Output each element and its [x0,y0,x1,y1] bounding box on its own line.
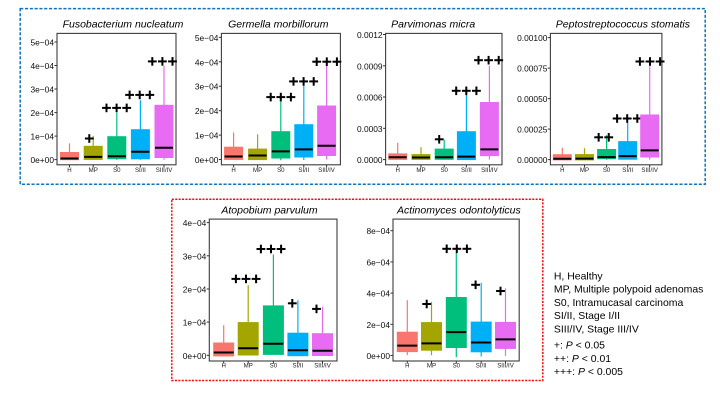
svg-text:H: H [395,167,399,174]
svg-text:SIII/IV, Stage III/IV: SIII/IV, Stage III/IV [554,325,639,336]
svg-text:4e−04: 4e−04 [30,61,54,71]
svg-text:2e−04: 2e−04 [30,108,54,118]
svg-text:SI/II: SI/II [292,363,303,370]
svg-text:Actinomyces odontolyticus: Actinomyces odontolyticus [396,205,521,217]
svg-text:5e−04: 5e−04 [30,38,54,48]
svg-text:S0, Intramucasal carcinoma: S0, Intramucasal carcinoma [554,298,684,309]
svg-text:Fusobacterium nucleatum: Fusobacterium nucleatum [63,18,184,30]
svg-text:SI/II: SI/II [622,167,633,174]
svg-text:SI/II: SI/II [298,167,309,174]
svg-text:MP: MP [416,167,425,174]
svg-text:0e+00: 0e+00 [30,155,54,165]
svg-text:Peptostreptococcus stomatis: Peptostreptococcus stomatis [556,18,691,30]
svg-text:0.00075: 0.00075 [517,64,548,74]
svg-text:2e−04: 2e−04 [183,285,207,295]
svg-text:1e−04: 1e−04 [195,131,219,141]
svg-text:SIII/IV: SIII/IV [641,167,659,174]
svg-text:Germella morbillorum: Germella morbillorum [228,18,329,30]
svg-text:+++: P < 0.005: +++: P < 0.005 [554,367,623,378]
svg-text:++: P < 0.01: ++: P < 0.01 [554,354,611,365]
svg-text:MP, Multiple polypoid adenomas: MP, Multiple polypoid adenomas [554,285,704,296]
svg-text:4e−04: 4e−04 [183,218,207,228]
svg-text:0.0003: 0.0003 [357,124,383,134]
svg-text:SIII/IV: SIII/IV [318,167,336,174]
svg-text:0.00025: 0.00025 [517,125,548,135]
svg-text:H: H [231,167,235,174]
svg-text:H: H [221,363,225,370]
svg-text:SIII/IV: SIII/IV [481,167,499,174]
svg-text:0.0006: 0.0006 [357,93,383,103]
svg-text:MP: MP [89,167,98,174]
svg-text:0e+00: 0e+00 [183,351,207,361]
svg-text:0.0012: 0.0012 [357,30,383,40]
svg-text:6e−04: 6e−04 [366,257,390,267]
svg-text:SIII/IV: SIII/IV [497,363,515,370]
svg-text:S0: S0 [440,167,448,174]
svg-text:MP: MP [253,167,262,174]
svg-text:H: H [405,363,409,370]
svg-text:H: H [560,167,564,174]
svg-text:2e−04: 2e−04 [195,106,219,116]
svg-text:SI/II, Stage I/II: SI/II, Stage I/II [554,311,620,322]
svg-text:0e+00: 0e+00 [195,155,219,165]
svg-text:S0: S0 [270,363,278,370]
svg-text:3e−04: 3e−04 [30,85,54,95]
svg-text:H, Healthy: H, Healthy [554,271,604,282]
svg-text:0.0009: 0.0009 [357,61,383,71]
svg-text:S0: S0 [277,167,285,174]
svg-text:2e−04: 2e−04 [366,320,390,330]
svg-text:+: P < 0.05: +: P < 0.05 [554,341,605,352]
svg-text:5e−04: 5e−04 [195,33,219,43]
svg-text:MP: MP [244,363,253,370]
svg-text:S0: S0 [603,167,611,174]
svg-text:0e+00: 0e+00 [366,351,390,361]
svg-text:0.0000: 0.0000 [357,155,383,165]
svg-text:0.00000: 0.00000 [517,155,548,165]
svg-text:MP: MP [427,363,436,370]
svg-text:0.00050: 0.00050 [517,94,548,104]
svg-text:SIII/IV: SIII/IV [156,167,174,174]
svg-text:SIII/IV: SIII/IV [314,363,332,370]
svg-text:SI/II: SI/II [461,167,472,174]
svg-text:1e−04: 1e−04 [183,318,207,328]
svg-text:3e−04: 3e−04 [183,251,207,261]
svg-text:1e−04: 1e−04 [30,132,54,142]
svg-text:4e−04: 4e−04 [366,289,390,299]
svg-text:S0: S0 [113,167,121,174]
svg-text:SI/II: SI/II [476,363,487,370]
svg-text:S0: S0 [453,363,461,370]
svg-text:MP: MP [580,167,589,174]
svg-text:SI/II: SI/II [135,167,146,174]
svg-text:Parvimonas micra: Parvimonas micra [391,18,475,30]
svg-text:3e−04: 3e−04 [195,82,219,92]
svg-text:H: H [67,167,71,174]
svg-text:8e−04: 8e−04 [366,226,390,236]
svg-text:0.00100: 0.00100 [517,33,548,43]
svg-text:4e−04: 4e−04 [195,57,219,67]
svg-text:Atopobium parvulum: Atopobium parvulum [220,205,318,217]
